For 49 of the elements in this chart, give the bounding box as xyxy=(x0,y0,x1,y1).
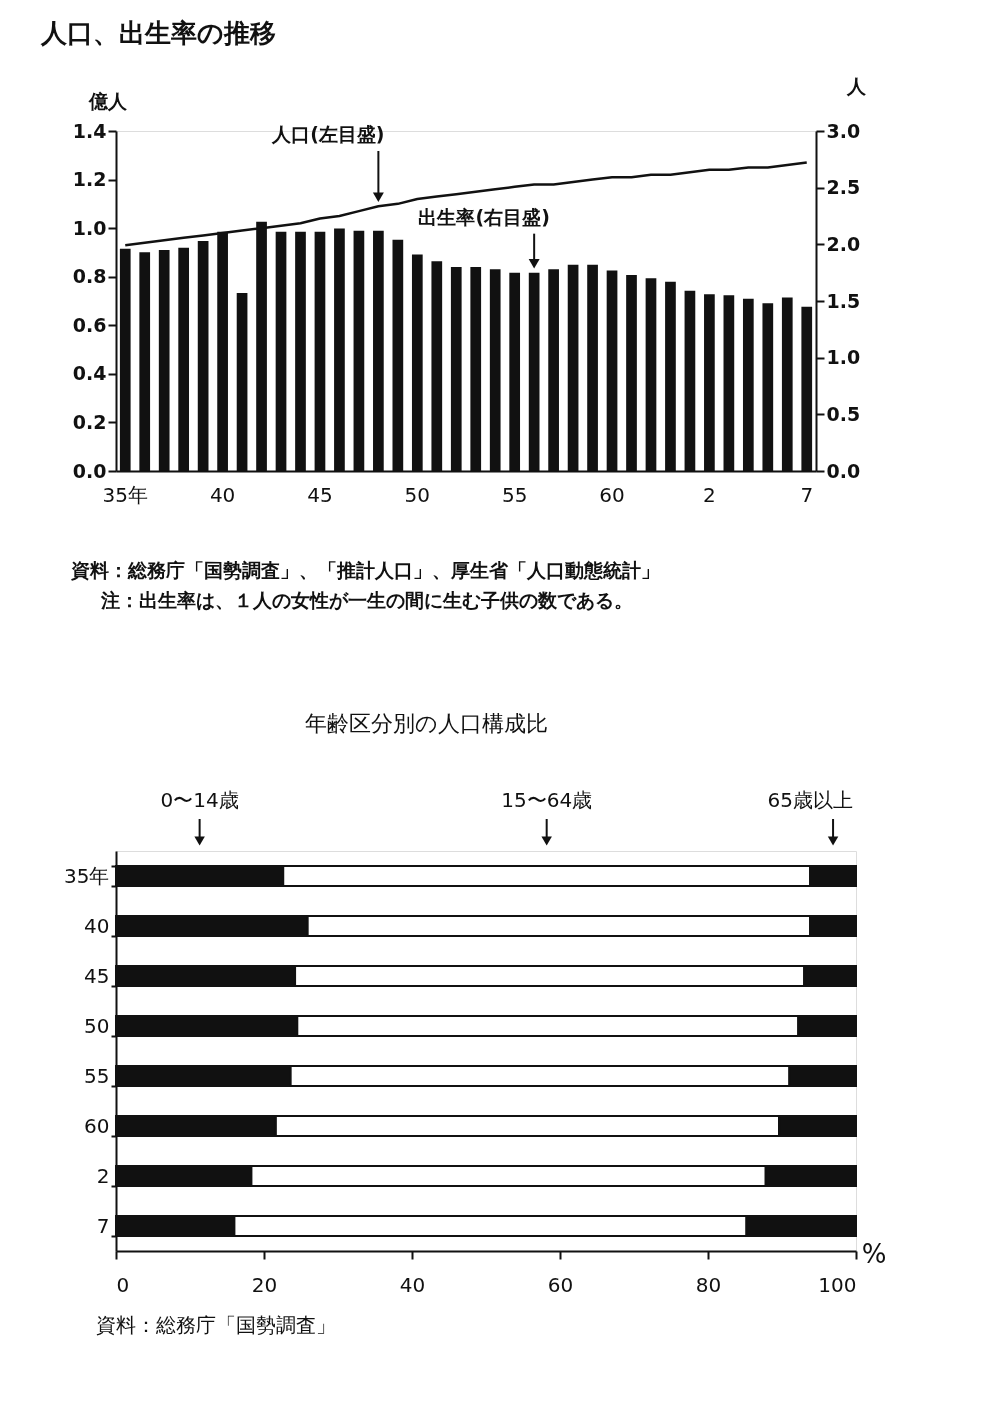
chart-title: 年齢区分別の人口構成比 xyxy=(304,711,548,736)
y-tick-label: 55 xyxy=(84,1063,110,1088)
text: 0〜14歳 xyxy=(160,788,239,812)
text: 資料：総務庁「国勢調査」、「推計人口」、厚生省「人口動態統計」 xyxy=(70,559,660,581)
y-tick-label: 1.0 xyxy=(72,216,107,239)
y2-tick-label: 3.0 xyxy=(826,119,861,142)
text: 15〜64歳 xyxy=(501,788,593,812)
series-label: 出生率(右目盛) xyxy=(418,205,550,228)
x-axis-title: % xyxy=(861,1238,887,1269)
y-tick-label: 0.6 xyxy=(72,313,107,336)
y-tick-label: 45 xyxy=(84,963,110,988)
y-tick-label: 0.2 xyxy=(72,410,107,433)
x-tick-label: 60 xyxy=(547,1272,574,1297)
chart-title: 人口、出生率の推移 xyxy=(40,18,276,48)
y2-tick-label: 0.0 xyxy=(826,459,861,482)
y2-tick-label: 0.5 xyxy=(826,402,861,425)
y2-tick-label: 2.0 xyxy=(826,232,861,255)
x-tick-label: 60 xyxy=(599,482,625,507)
x-tick-label: 50 xyxy=(404,482,431,507)
x-tick-label: 7 xyxy=(800,482,814,507)
y-tick-label: 2 xyxy=(96,1163,110,1188)
y2-tick-label: 1.0 xyxy=(826,346,861,369)
y-tick-label: 60 xyxy=(84,1113,110,1138)
text: 人口(左目盛) xyxy=(271,123,385,145)
y-tick-label: 0.4 xyxy=(72,362,107,385)
x-tick-label: 40 xyxy=(209,482,236,507)
text: 注：出生率は、１人の女性が一生の間に生む子供の数である。 xyxy=(100,589,633,611)
y2-tick-label: 2.5 xyxy=(826,176,861,199)
text: 65歳以上 xyxy=(767,788,854,812)
x-tick-label: 40 xyxy=(399,1272,426,1297)
y2-tick-label: 1.5 xyxy=(826,289,861,312)
x-tick-label: 0 xyxy=(116,1272,130,1297)
x-tick-label: 100 xyxy=(818,1272,857,1297)
x-tick-label: 80 xyxy=(695,1272,722,1297)
text: 資料：総務庁「国勢調査」 xyxy=(96,1313,336,1337)
x-tick-label: 20 xyxy=(251,1272,278,1297)
x-tick-label: 2 xyxy=(703,482,716,507)
x-tick-label: 55 xyxy=(501,482,528,507)
y-tick-label: 40 xyxy=(84,913,110,938)
y-tick-label: 0.0 xyxy=(72,459,107,482)
y-axis-title: 億人 xyxy=(87,89,128,112)
y2-axis-title: 人 xyxy=(845,74,867,97)
y-tick-label: 50 xyxy=(84,1013,110,1038)
y-tick-label: 1.2 xyxy=(72,168,107,191)
y-tick-label: 0.8 xyxy=(72,265,107,288)
y-tick-label: 7 xyxy=(96,1213,110,1238)
y-tick-label: 35年 xyxy=(64,863,110,888)
y-tick-label: 1.4 xyxy=(72,119,107,142)
x-tick-label: 45 xyxy=(307,482,333,507)
